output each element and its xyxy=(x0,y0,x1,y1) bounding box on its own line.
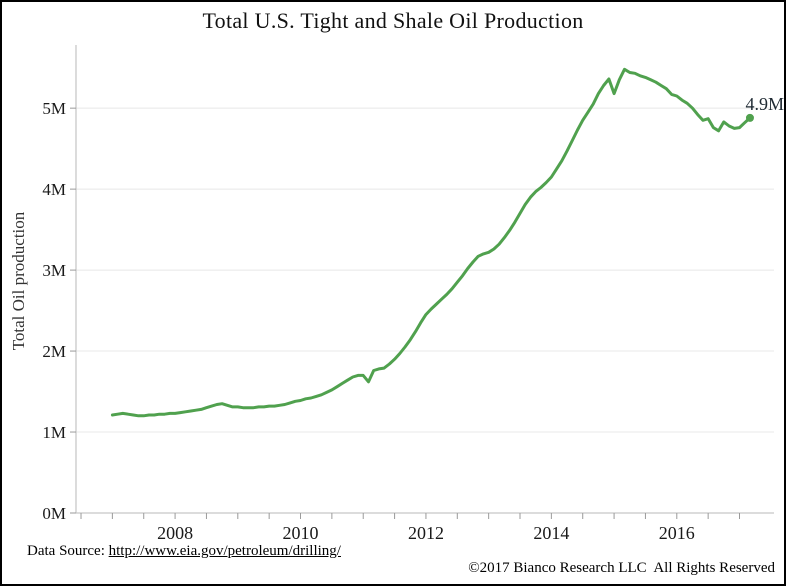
y-tick-label: 2M xyxy=(42,342,66,361)
data-source-link[interactable]: http://www.eia.gov/petroleum/drilling/ xyxy=(108,543,341,559)
x-tick-label: 2010 xyxy=(283,523,319,543)
end-value-label: 4.9M xyxy=(745,94,784,114)
y-tick-label: 0M xyxy=(42,504,66,523)
copyright-text: ©2017 Bianco Research LLC All Rights Res… xyxy=(468,560,775,576)
y-tick-label: 3M xyxy=(42,261,66,280)
data-source: Data Source: http://www.eia.gov/petroleu… xyxy=(12,526,341,577)
x-tick-label: 2014 xyxy=(533,523,569,543)
chart-title: Total U.S. Tight and Shale Oil Productio… xyxy=(202,8,584,33)
x-tick-label: 2016 xyxy=(659,523,695,543)
x-tick-label: 2008 xyxy=(157,523,193,543)
end-point-marker xyxy=(745,113,754,122)
production-line xyxy=(110,67,752,418)
data-source-label: Data Source: xyxy=(27,543,109,559)
y-tick-label: 1M xyxy=(42,423,66,442)
x-tick-label: 2012 xyxy=(408,523,444,543)
y-tick-label: 5M xyxy=(42,99,66,118)
y-tick-label: 4M xyxy=(42,180,66,199)
